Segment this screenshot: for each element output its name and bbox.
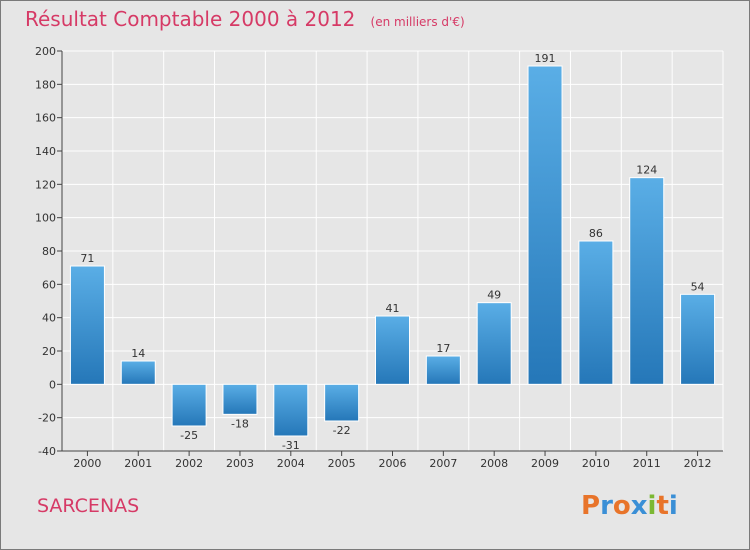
- y-tick-label: 100: [35, 212, 56, 225]
- logo-letter: i: [647, 491, 657, 521]
- logo-letter: P: [581, 491, 601, 521]
- x-tick-label: 2004: [277, 457, 305, 470]
- value-label: 54: [691, 280, 705, 293]
- x-tick-label: 2001: [124, 457, 152, 470]
- logo-letter: t: [656, 491, 669, 521]
- x-tick-label: 2010: [582, 457, 610, 470]
- y-tick-label: 160: [35, 112, 56, 125]
- x-tick-label: 2008: [480, 457, 508, 470]
- x-tick-label: 2003: [226, 457, 254, 470]
- y-tick-label: -40: [38, 445, 56, 458]
- logo-letter: r: [600, 491, 613, 521]
- value-label: 17: [436, 342, 450, 355]
- bar-2001[interactable]: [120, 360, 156, 385]
- y-tick-label: 40: [42, 312, 56, 325]
- y-tick-label: 120: [35, 178, 56, 191]
- bar-2011[interactable]: [629, 177, 665, 385]
- y-tick-label: 80: [42, 245, 56, 258]
- value-label: 191: [535, 52, 556, 65]
- bar-2010[interactable]: [578, 240, 614, 385]
- y-tick-label: 200: [35, 45, 56, 58]
- x-tick-label: 2005: [328, 457, 356, 470]
- value-label: 14: [131, 347, 145, 360]
- logo-letter: x: [630, 491, 648, 521]
- y-tick-label: 0: [49, 378, 56, 391]
- x-tick-label: 2000: [73, 457, 101, 470]
- value-label: -18: [231, 417, 249, 430]
- x-tick-label: 2009: [531, 457, 559, 470]
- value-label: -22: [333, 424, 351, 437]
- y-tick-label: -20: [38, 412, 56, 425]
- bar-2000[interactable]: [69, 265, 105, 385]
- x-tick-label: 2006: [379, 457, 407, 470]
- bar-2008[interactable]: [476, 302, 512, 385]
- bar-2003[interactable]: [222, 383, 258, 415]
- grid-layer: [61, 50, 724, 452]
- bar-2005[interactable]: [324, 383, 360, 422]
- x-tick-label: 2011: [633, 457, 661, 470]
- value-label: 49: [487, 289, 501, 302]
- x-tick-label: 2007: [429, 457, 457, 470]
- bar-2012[interactable]: [680, 293, 716, 385]
- logo-letter: i: [668, 491, 678, 521]
- bars-layer: [69, 65, 716, 437]
- value-label: 124: [636, 164, 657, 177]
- axis-layer: [57, 50, 723, 456]
- y-tick-label: 20: [42, 345, 56, 358]
- value-label: -31: [282, 439, 300, 452]
- bar-2006[interactable]: [375, 315, 410, 385]
- value-label: 41: [386, 302, 400, 315]
- bar-2007[interactable]: [425, 355, 461, 385]
- value-label: -25: [180, 429, 198, 442]
- chart-subtitle: (en milliers d'€): [370, 15, 465, 29]
- y-tick-label: 140: [35, 145, 56, 158]
- x-tick-label: 2012: [684, 457, 712, 470]
- value-label: 71: [80, 252, 94, 265]
- y-tick-label: 180: [35, 78, 56, 91]
- title-row: Résultat Comptable 2000 à 2012 (en milli…: [25, 7, 465, 31]
- chart-title: Résultat Comptable 2000 à 2012: [25, 7, 356, 31]
- logo-letter: o: [612, 491, 631, 521]
- commune-name: SARCENAS: [37, 495, 140, 517]
- proxiti-logo[interactable]: Proxiti: [581, 491, 678, 521]
- bar-2002[interactable]: [171, 383, 207, 427]
- y-tick-label: 60: [42, 278, 56, 291]
- value-label: 86: [589, 227, 603, 240]
- bar-2004[interactable]: [273, 383, 309, 437]
- bar-2009[interactable]: [527, 65, 563, 385]
- x-tick-label: 2002: [175, 457, 203, 470]
- labels-layer: -40 -20 0 20 40 60 80 100 120 140 160 180 200 71 2000 1…: [35, 45, 712, 470]
